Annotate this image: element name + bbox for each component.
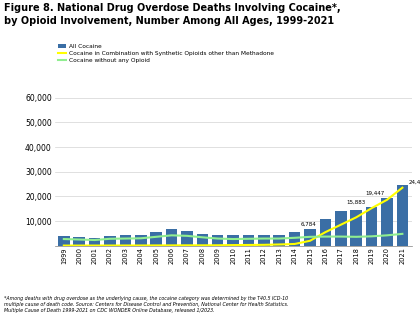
Bar [304, 229, 316, 246]
Bar [381, 198, 393, 246]
Bar [320, 220, 331, 246]
Bar [181, 231, 193, 246]
Text: 6,784: 6,784 [301, 222, 316, 227]
Bar [243, 235, 254, 246]
Text: 24,486: 24,486 [409, 180, 420, 185]
Bar [366, 207, 377, 246]
Bar [396, 185, 408, 246]
Bar [150, 232, 162, 246]
Text: 19,447: 19,447 [365, 191, 384, 196]
Bar [197, 234, 208, 246]
Legend: All Cocaine, Cocaine in Combination with Synthetic Opioids other than Methadone,: All Cocaine, Cocaine in Combination with… [58, 44, 273, 63]
Bar [273, 235, 285, 246]
Bar [166, 229, 177, 246]
Text: *Among deaths with drug overdose as the underlying cause, the cocaine category w: *Among deaths with drug overdose as the … [4, 296, 289, 313]
Bar [289, 232, 300, 246]
Bar [74, 237, 85, 246]
Bar [135, 235, 147, 246]
Bar [258, 235, 270, 246]
Bar [350, 209, 362, 246]
Bar [58, 236, 70, 246]
Text: 15,883: 15,883 [346, 200, 366, 205]
Bar [212, 235, 223, 246]
Bar [104, 236, 116, 246]
Bar [335, 211, 346, 246]
Bar [120, 235, 131, 246]
Bar [89, 238, 100, 246]
Text: Figure 8. National Drug Overdose Deaths Involving Cocaine*,
by Opioid Involvemen: Figure 8. National Drug Overdose Deaths … [4, 3, 341, 26]
Bar [227, 235, 239, 246]
